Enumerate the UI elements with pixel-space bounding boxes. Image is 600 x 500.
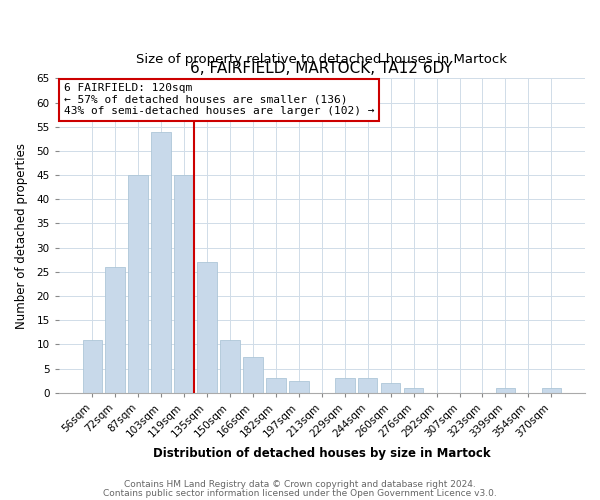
Text: Contains HM Land Registry data © Crown copyright and database right 2024.: Contains HM Land Registry data © Crown c…: [124, 480, 476, 489]
Bar: [335, 378, 355, 393]
Bar: [151, 132, 171, 393]
Bar: [381, 383, 400, 393]
Bar: [496, 388, 515, 393]
Title: 6, FAIRFIELD, MARTOCK, TA12 6DY: 6, FAIRFIELD, MARTOCK, TA12 6DY: [190, 61, 453, 76]
Bar: [106, 267, 125, 393]
Bar: [220, 340, 240, 393]
Text: Size of property relative to detached houses in Martock: Size of property relative to detached ho…: [136, 53, 508, 66]
Bar: [542, 388, 561, 393]
Bar: [243, 356, 263, 393]
Bar: [289, 380, 308, 393]
Text: 6 FAIRFIELD: 120sqm
← 57% of detached houses are smaller (136)
43% of semi-detac: 6 FAIRFIELD: 120sqm ← 57% of detached ho…: [64, 83, 374, 116]
Bar: [128, 175, 148, 393]
Text: Contains public sector information licensed under the Open Government Licence v3: Contains public sector information licen…: [103, 490, 497, 498]
Bar: [266, 378, 286, 393]
Bar: [197, 262, 217, 393]
Bar: [83, 340, 102, 393]
Bar: [175, 175, 194, 393]
Bar: [404, 388, 424, 393]
Y-axis label: Number of detached properties: Number of detached properties: [15, 142, 28, 328]
Bar: [358, 378, 377, 393]
X-axis label: Distribution of detached houses by size in Martock: Distribution of detached houses by size …: [153, 447, 491, 460]
